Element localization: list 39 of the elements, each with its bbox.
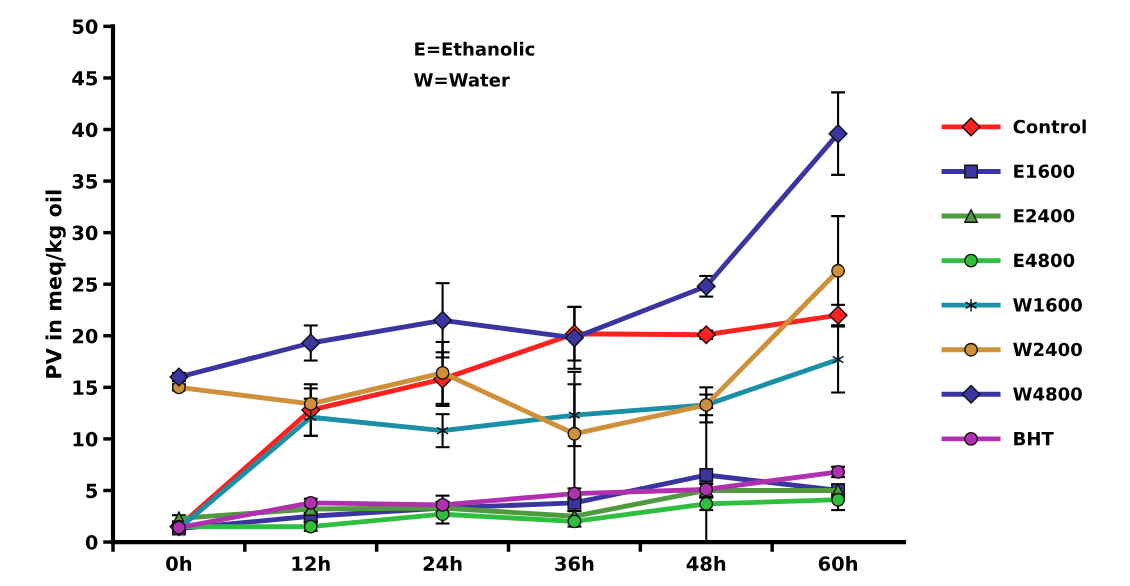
point (435, 365, 450, 380)
x-tick-label: 12h (292, 555, 330, 571)
legend-label: Control (1013, 119, 1086, 134)
point (831, 492, 846, 507)
y-axis-title: PV in meq/kg oil (45, 190, 66, 378)
y-tick-label: 10 (73, 431, 98, 447)
x-tick-label: 24h (423, 555, 462, 571)
legend-label: W1600 (1013, 298, 1082, 312)
annotation: W=Water (414, 73, 510, 87)
x-tick-label: 0h (166, 555, 192, 571)
y-tick-label: 40 (72, 122, 98, 138)
legend-label: W4800 (1013, 387, 1082, 401)
point (696, 325, 716, 345)
point (433, 310, 453, 330)
x-tick-label: 36h (555, 555, 594, 571)
x-tick-label: 60h (818, 555, 858, 571)
y-tick-label: 35 (72, 174, 98, 189)
annotation: E=Ethanolic (415, 41, 535, 56)
y-tick-label: 25 (72, 277, 98, 292)
legend-label: W2400 (1013, 342, 1082, 357)
y-tick-label: 0 (85, 535, 98, 550)
y-tick-label: 15 (73, 380, 98, 396)
y-tick-label: 45 (72, 71, 98, 86)
point (831, 352, 845, 367)
y-tick-label: 50 (72, 19, 98, 35)
legend-label: E2400 (1014, 208, 1075, 223)
legend-label: E4800 (1014, 253, 1075, 268)
point (303, 396, 318, 411)
y-tick-label: 30 (72, 225, 98, 241)
point (831, 263, 846, 278)
x-tick-label: 48h (686, 555, 726, 571)
point (828, 124, 848, 144)
point (567, 426, 582, 441)
y-tick-label: 5 (86, 483, 98, 499)
point (301, 333, 321, 353)
legend-label: E1600 (1014, 164, 1075, 179)
point (699, 468, 714, 482)
legend-label: BHT (1014, 431, 1054, 446)
y-tick-label: 20 (72, 328, 98, 344)
